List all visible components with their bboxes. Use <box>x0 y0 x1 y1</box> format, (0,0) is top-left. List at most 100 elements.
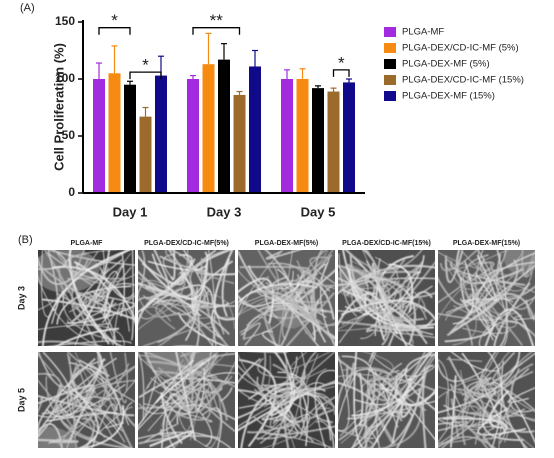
fiber <box>54 250 135 284</box>
fiber <box>60 394 75 441</box>
micrograph <box>238 352 335 448</box>
fiber <box>278 250 294 346</box>
fiber <box>463 382 535 412</box>
fibers <box>38 352 135 448</box>
fibers <box>38 250 135 346</box>
fiber <box>347 256 399 291</box>
significance-bracket <box>129 71 162 80</box>
fiber <box>256 376 335 398</box>
fiber <box>445 265 477 346</box>
fiber <box>438 273 514 321</box>
fiber <box>438 360 488 382</box>
fiber <box>438 250 524 271</box>
fiber <box>38 256 86 285</box>
fiber <box>487 352 503 448</box>
fiber <box>438 408 526 427</box>
fiber <box>112 302 130 346</box>
significance-bracket <box>98 27 131 35</box>
fiber <box>340 299 435 321</box>
fiber <box>44 361 88 404</box>
legend-swatch <box>384 91 396 101</box>
fiber <box>346 277 435 296</box>
fiber <box>146 284 186 299</box>
fiber <box>351 423 379 444</box>
fiber <box>338 358 403 422</box>
bar <box>139 116 152 193</box>
fiber <box>265 270 294 290</box>
fiber <box>144 352 196 391</box>
micrograph-grid <box>38 250 535 448</box>
fiber <box>142 371 195 398</box>
fiber <box>179 389 213 448</box>
fiber <box>238 277 275 324</box>
bar <box>108 73 121 193</box>
legend-label: PLGA-DEX-MF (15%) <box>402 91 495 102</box>
fiber <box>138 250 146 296</box>
row-label: Day 3 <box>16 286 26 310</box>
fiber <box>342 366 396 435</box>
fiber <box>38 340 103 346</box>
fiber <box>90 290 111 323</box>
fiber <box>71 250 111 326</box>
fiber <box>366 285 433 333</box>
fiber <box>143 403 213 423</box>
fiber <box>213 250 235 321</box>
fiber <box>238 250 284 319</box>
fibers <box>138 352 235 448</box>
micrograph <box>438 352 535 448</box>
fiber <box>272 363 335 409</box>
fiber <box>481 389 525 441</box>
fiber <box>452 260 474 325</box>
fiber <box>363 408 401 448</box>
fiber <box>314 396 335 424</box>
column-label: PLGA-DEX-MF(15%) <box>453 240 520 247</box>
fiber <box>138 359 195 428</box>
fiber <box>238 354 271 391</box>
column-label: PLGA-DEX/CD-IC-MF(15%) <box>342 240 431 247</box>
fiber <box>459 321 474 346</box>
fiber <box>160 380 223 404</box>
fiber <box>159 428 177 437</box>
fiber <box>338 368 392 407</box>
fiber <box>43 250 98 346</box>
fiber <box>438 405 480 446</box>
significance-label: ** <box>210 11 224 30</box>
fiber <box>172 377 214 448</box>
fiber <box>147 360 228 421</box>
fiber <box>142 352 235 388</box>
fiber <box>363 444 368 448</box>
fiber <box>48 250 105 279</box>
x-tick-label: Day 5 <box>301 204 336 219</box>
fiber <box>265 250 302 260</box>
fiber <box>338 253 358 317</box>
column-label: PLGA-MF <box>71 240 104 247</box>
fiber <box>180 352 200 357</box>
fiber <box>279 405 296 448</box>
fiber <box>271 352 289 448</box>
significance-label: * <box>142 56 149 75</box>
fiber <box>238 289 327 319</box>
fiber <box>264 391 335 448</box>
fiber <box>482 434 494 448</box>
legend-swatch <box>384 75 396 85</box>
fiber <box>461 392 472 425</box>
fiber <box>66 352 118 412</box>
x-tick-label: Day 1 <box>113 204 148 219</box>
fiber <box>238 283 318 304</box>
fiber <box>162 253 175 281</box>
fiber <box>376 401 423 448</box>
fiber <box>395 387 421 448</box>
fiber <box>476 381 495 430</box>
fibers <box>338 352 435 448</box>
fiber <box>210 390 221 448</box>
fiber <box>481 302 496 334</box>
fiber <box>83 295 135 343</box>
panel-label: (B) <box>18 234 33 246</box>
fiber <box>145 271 193 298</box>
legend-label: PLGA-DEX/CD-IC-MF (5%) <box>402 43 519 54</box>
fiber <box>138 254 209 300</box>
fiber <box>449 375 457 448</box>
fiber <box>238 358 277 448</box>
fiber <box>72 352 103 401</box>
significance-bracket <box>332 69 350 77</box>
